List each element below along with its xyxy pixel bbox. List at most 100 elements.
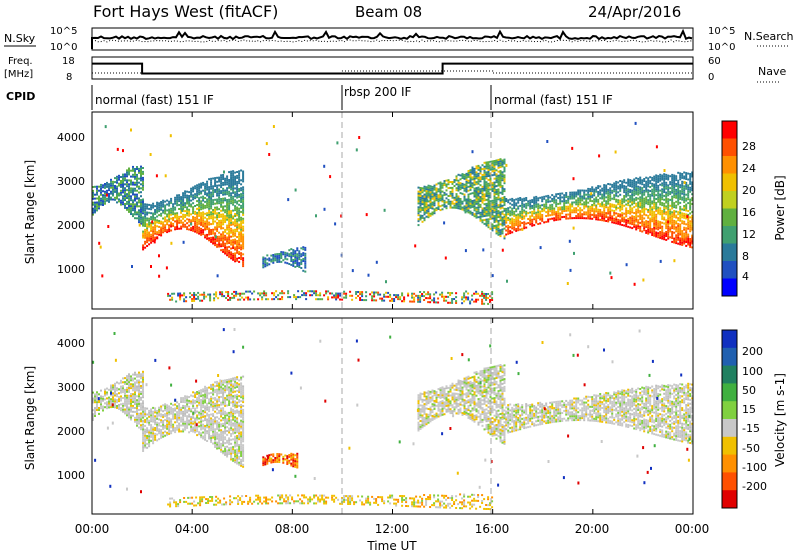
power-cell (493, 226, 496, 229)
power-cell (441, 196, 444, 199)
velocity-cell (130, 408, 132, 411)
power-cell (565, 194, 568, 196)
power-cell (675, 196, 678, 199)
power-cell (238, 178, 241, 181)
power-cell (487, 163, 490, 166)
velocity-cell (106, 405, 108, 408)
power-cell (517, 217, 520, 220)
power-cell (677, 238, 680, 241)
velocity-cell (130, 400, 132, 403)
power-cell (585, 201, 588, 204)
power-cell (455, 206, 458, 209)
power-cell (537, 215, 540, 218)
power-cell (196, 231, 199, 234)
power-cell (296, 261, 299, 264)
power-cell (589, 188, 592, 191)
power-cell (525, 226, 528, 229)
velocity-cell (160, 431, 163, 433)
power-cell (98, 197, 100, 200)
power-cell (453, 298, 456, 300)
power-cell (681, 238, 684, 240)
power-cell (455, 302, 458, 304)
power-cell (541, 198, 544, 201)
power-cell (210, 187, 213, 190)
power-cell (451, 202, 454, 205)
power-cbar-tick-4: 4 (742, 270, 749, 283)
power-cell (206, 224, 209, 226)
power-cell (657, 194, 660, 197)
power-cell (629, 200, 632, 203)
power-cell (601, 205, 604, 208)
velocity-cell (134, 395, 136, 398)
power-cell (493, 191, 496, 194)
power-cell (232, 258, 235, 261)
power-cell (481, 211, 484, 214)
power-cell (649, 197, 652, 200)
power-cell (573, 195, 576, 198)
power-cell (425, 205, 428, 208)
power-cell (495, 177, 498, 180)
power-cell (539, 206, 542, 209)
velocity-cell (166, 427, 169, 430)
power-cell (140, 220, 142, 223)
power-cell (122, 185, 124, 188)
power-cell (575, 211, 578, 214)
power-cell (621, 182, 624, 185)
velocity-cell (136, 389, 138, 392)
power-cell (659, 199, 662, 202)
power-cell (657, 234, 660, 237)
power-cell (150, 206, 153, 209)
power-cell (659, 211, 662, 214)
power-cell (563, 194, 566, 197)
velocity-cell (126, 412, 128, 415)
power-cell (661, 174, 664, 177)
power-cell (483, 203, 486, 206)
power-cell (629, 212, 632, 215)
power-cell (164, 208, 167, 211)
power-cell (619, 207, 622, 210)
power-cell (537, 209, 540, 212)
power-cell (447, 181, 450, 184)
power-cell (479, 215, 482, 218)
power-cell (645, 198, 648, 201)
power-cell (140, 173, 142, 176)
power-cell (461, 186, 464, 189)
power-cell (659, 207, 662, 210)
power-cell (222, 245, 225, 247)
power-cell (423, 291, 426, 294)
power-cell (671, 235, 674, 237)
power-cell (162, 199, 165, 202)
power-cell (537, 197, 540, 200)
power-cell (148, 219, 151, 222)
power-cell (515, 229, 518, 232)
velocity-cell (134, 389, 136, 392)
power-cell (365, 295, 368, 298)
velocity-cell (102, 407, 104, 410)
power-cell (561, 192, 564, 195)
power-cell (479, 170, 482, 173)
power-cell (482, 248, 485, 252)
power-cell (655, 231, 658, 234)
power-cell (465, 184, 468, 187)
power-cell (148, 217, 151, 220)
power-cell (473, 215, 476, 218)
power-cell (509, 214, 512, 217)
power-cell (191, 294, 194, 297)
power-cell (479, 180, 482, 183)
power-cell (653, 189, 656, 192)
power-cell (329, 292, 332, 295)
power-cell (563, 208, 566, 210)
power-cell (212, 191, 215, 194)
power-cell (128, 191, 130, 194)
power-cell (495, 202, 498, 205)
power-cell (629, 210, 632, 213)
velocity-cell (138, 401, 140, 403)
power-cell (679, 198, 682, 200)
power-cell (236, 249, 239, 252)
power-cell (226, 224, 229, 227)
power-cell (431, 189, 434, 192)
power-cell (689, 188, 692, 191)
power-cell (166, 203, 169, 206)
power-cell (485, 181, 488, 184)
power-cell (208, 217, 211, 220)
